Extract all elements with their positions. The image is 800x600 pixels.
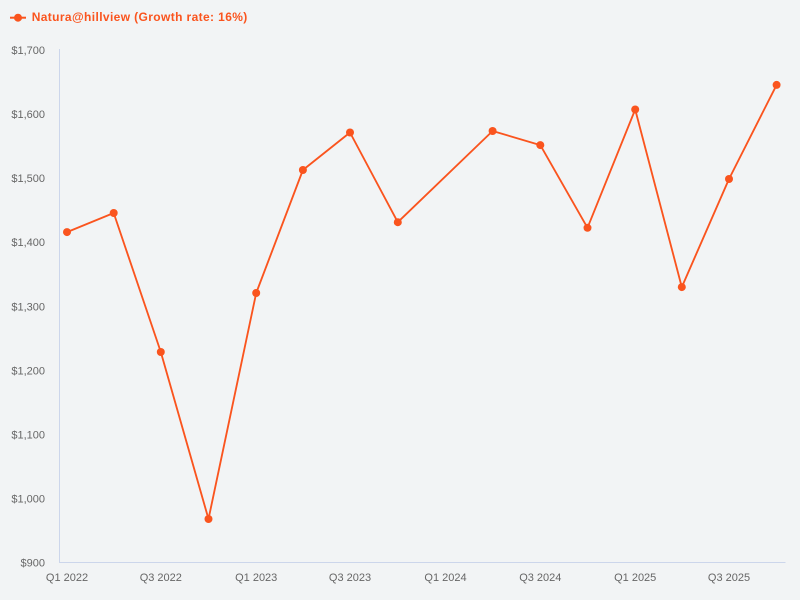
svg-text:Q1 2022: Q1 2022: [46, 572, 88, 584]
svg-text:$1,000: $1,000: [11, 493, 45, 505]
svg-text:$1,600: $1,600: [11, 109, 45, 121]
svg-text:$900: $900: [21, 557, 45, 569]
svg-text:Natura@hillview (Growth rate:: Natura@hillview (Growth rate: 16%): [32, 10, 248, 24]
svg-text:$1,200: $1,200: [11, 365, 45, 377]
svg-text:$1,400: $1,400: [11, 237, 45, 249]
svg-text:Q3 2025: Q3 2025: [708, 572, 750, 584]
svg-text:$1,500: $1,500: [11, 173, 45, 185]
svg-text:$1,300: $1,300: [11, 301, 45, 313]
svg-text:Q1 2025: Q1 2025: [614, 572, 656, 584]
svg-text:Q1 2023: Q1 2023: [235, 572, 277, 584]
svg-text:$1,700: $1,700: [11, 45, 45, 57]
svg-text:Q1 2024: Q1 2024: [424, 572, 466, 584]
svg-text:Q3 2024: Q3 2024: [519, 572, 561, 584]
svg-text:Q3 2023: Q3 2023: [329, 572, 371, 584]
svg-text:$1,100: $1,100: [11, 429, 45, 441]
svg-text:Q3 2022: Q3 2022: [140, 572, 182, 584]
